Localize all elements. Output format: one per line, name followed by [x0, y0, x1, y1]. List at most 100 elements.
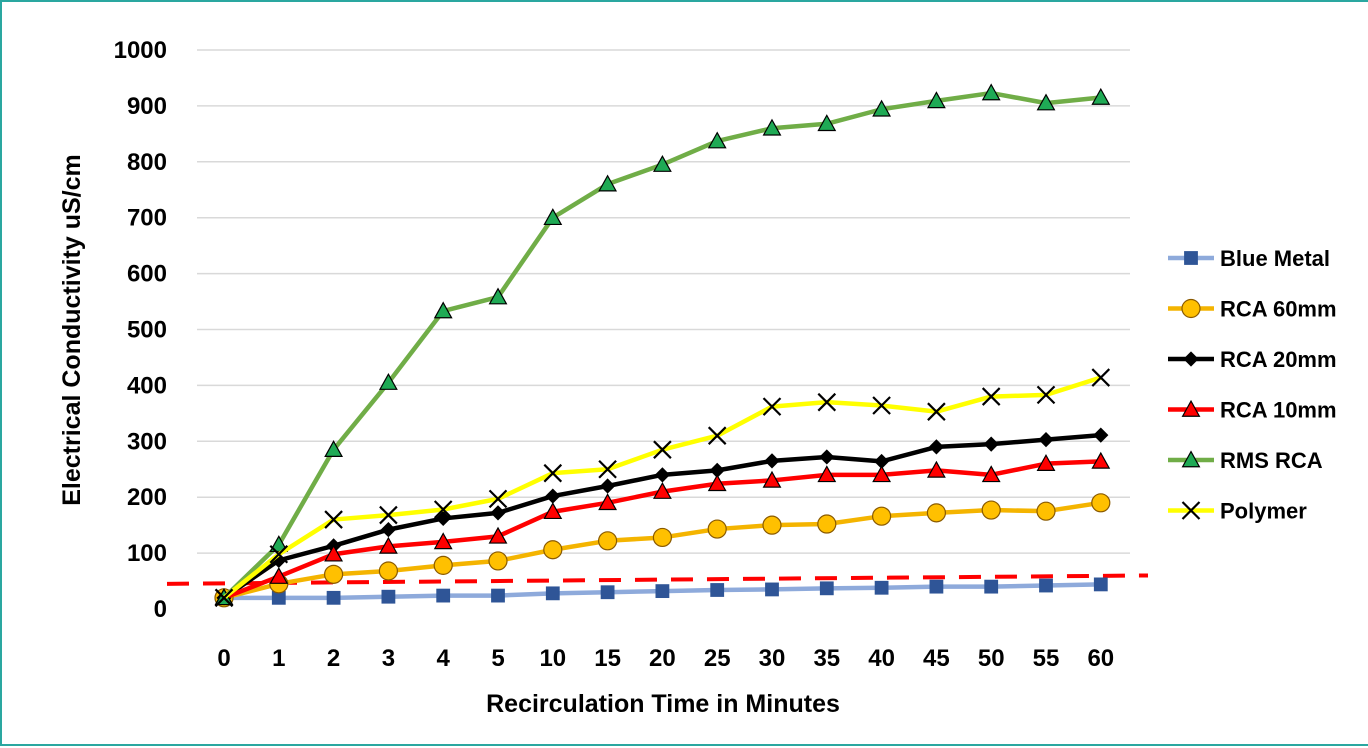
legend-swatch-marker: [1181, 298, 1201, 319]
data-point-rms-rca: [762, 118, 782, 136]
legend-swatch-marker: [1181, 450, 1201, 468]
data-point-polymer: [817, 392, 837, 412]
data-point-rca-10mm: [488, 526, 508, 544]
data-point-rca-10mm: [762, 470, 782, 488]
data-point-rca-10mm: [707, 474, 727, 492]
data-point-rca-20mm: [1038, 432, 1054, 448]
data-point-rms-rca: [817, 114, 837, 132]
data-point-rca-10mm: [817, 465, 837, 483]
y-tick-label: 900: [127, 93, 167, 120]
legend: Blue Metal RCA 60mm RCA 20mm RCA 10mm RMS RC…: [1168, 246, 1337, 524]
data-point-rms-rca: [872, 99, 892, 117]
data-point-rca-60mm: [597, 531, 618, 551]
legend-swatch-marker: [1181, 399, 1201, 417]
data-point-rca-20mm: [874, 453, 890, 470]
y-axis-title: Electrical Conductivity uS/cm: [58, 154, 86, 506]
data-point-polymer: [598, 459, 617, 479]
data-point-blue-metal: [819, 581, 834, 596]
data-point-rca-10mm: [269, 566, 289, 584]
data-point-rca-60mm: [926, 503, 947, 523]
data-point-rca-10mm: [981, 465, 1001, 483]
data-point-blue-metal: [655, 584, 670, 599]
y-tick-label: 0: [154, 596, 167, 623]
data-point-blue-metal: [1093, 577, 1108, 592]
data-point-blue-metal: [326, 590, 341, 605]
data-point-rca-10mm: [872, 465, 892, 483]
legend-swatch-marker: [1183, 351, 1199, 367]
series-group: [214, 83, 1111, 608]
x-tick-label: 20: [649, 645, 676, 672]
x-axis-title: Recirculation Time in Minutes: [486, 690, 840, 718]
legend-label: RCA 60mm: [1220, 297, 1337, 322]
data-point-blue-metal: [600, 585, 615, 600]
data-point-polymer: [324, 510, 343, 529]
data-point-rca-10mm: [543, 502, 563, 520]
data-point-rca-20mm: [928, 439, 944, 455]
series-rca-60mm: [214, 493, 1111, 608]
gridlines: [197, 49, 1130, 554]
data-point-rca-60mm: [324, 564, 344, 584]
legend-item-blue-metal: Blue Metal: [1168, 246, 1330, 271]
data-point-rca-60mm: [707, 519, 727, 539]
data-point-blue-metal: [436, 588, 451, 603]
x-tick-label: 25: [704, 645, 731, 672]
data-point-rca-60mm: [981, 500, 1001, 520]
data-point-blue-metal: [929, 579, 944, 594]
data-point-rms-rca: [269, 535, 289, 553]
data-point-blue-metal: [1039, 578, 1053, 593]
data-point-rca-10mm: [324, 544, 344, 562]
data-point-polymer: [379, 505, 398, 525]
data-point-polymer: [214, 588, 234, 608]
data-point-polymer: [872, 396, 891, 415]
x-tick-label: 30: [759, 645, 786, 672]
legend-item-rca-60mm: RCA 60mm: [1168, 297, 1337, 322]
data-point-polymer: [269, 544, 289, 564]
data-point-blue-metal: [874, 580, 889, 595]
y-axis-ticks: 0 100 200 300 400 500 600 700 800 900 1000: [114, 37, 167, 623]
x-tick-label: 1: [272, 645, 285, 672]
data-point-rca-60mm: [762, 515, 782, 535]
data-point-rca-20mm: [709, 462, 725, 478]
data-point-rca-60mm: [488, 551, 508, 571]
data-point-rca-20mm: [983, 436, 999, 452]
data-point-rca-60mm: [433, 555, 453, 575]
data-point-rca-10mm: [1091, 451, 1111, 469]
series-polymer: [214, 368, 1111, 608]
data-point-rms-rca: [488, 287, 508, 305]
legend-label: RCA 10mm: [1220, 398, 1337, 423]
data-point-polymer: [653, 440, 672, 459]
legend-item-rms-rca: RMS RCA: [1168, 448, 1323, 473]
data-point-rms-rca: [543, 208, 563, 226]
legend-item-polymer: Polymer: [1168, 499, 1307, 524]
data-point-polymer: [488, 489, 508, 509]
data-point-polymer: [981, 387, 1001, 406]
legend-item-rca-10mm: RCA 10mm: [1168, 398, 1337, 423]
data-point-rms-rca: [324, 440, 344, 458]
data-point-rms-rca: [652, 154, 672, 172]
x-tick-label: 35: [813, 645, 840, 672]
data-point-polymer: [762, 397, 782, 416]
x-tick-label: 55: [1033, 645, 1060, 672]
series-rca-20mm: [216, 427, 1109, 606]
series-rca-10mm: [214, 451, 1111, 606]
data-point-rca-20mm: [600, 478, 616, 494]
legend-item-rca-20mm: RCA 20mm: [1168, 347, 1337, 372]
x-tick-label: 4: [437, 645, 451, 672]
data-point-rca-20mm: [380, 522, 396, 538]
x-tick-label: 45: [923, 645, 950, 672]
data-point-rca-20mm: [1093, 427, 1109, 443]
x-tick-label: 0: [217, 645, 230, 672]
data-point-rca-20mm: [819, 449, 835, 465]
data-point-rca-10mm: [926, 460, 946, 478]
data-point-blue-metal: [545, 586, 560, 601]
data-point-rca-60mm: [652, 527, 673, 548]
data-point-blue-metal: [710, 583, 725, 597]
legend-label: RMS RCA: [1220, 448, 1323, 473]
x-tick-label: 2: [327, 645, 340, 672]
data-point-polymer: [543, 463, 563, 483]
data-point-rca-10mm: [433, 532, 453, 550]
x-tick-label: 3: [382, 645, 395, 672]
data-point-rms-rca: [598, 174, 618, 192]
data-point-polymer: [1036, 385, 1056, 405]
